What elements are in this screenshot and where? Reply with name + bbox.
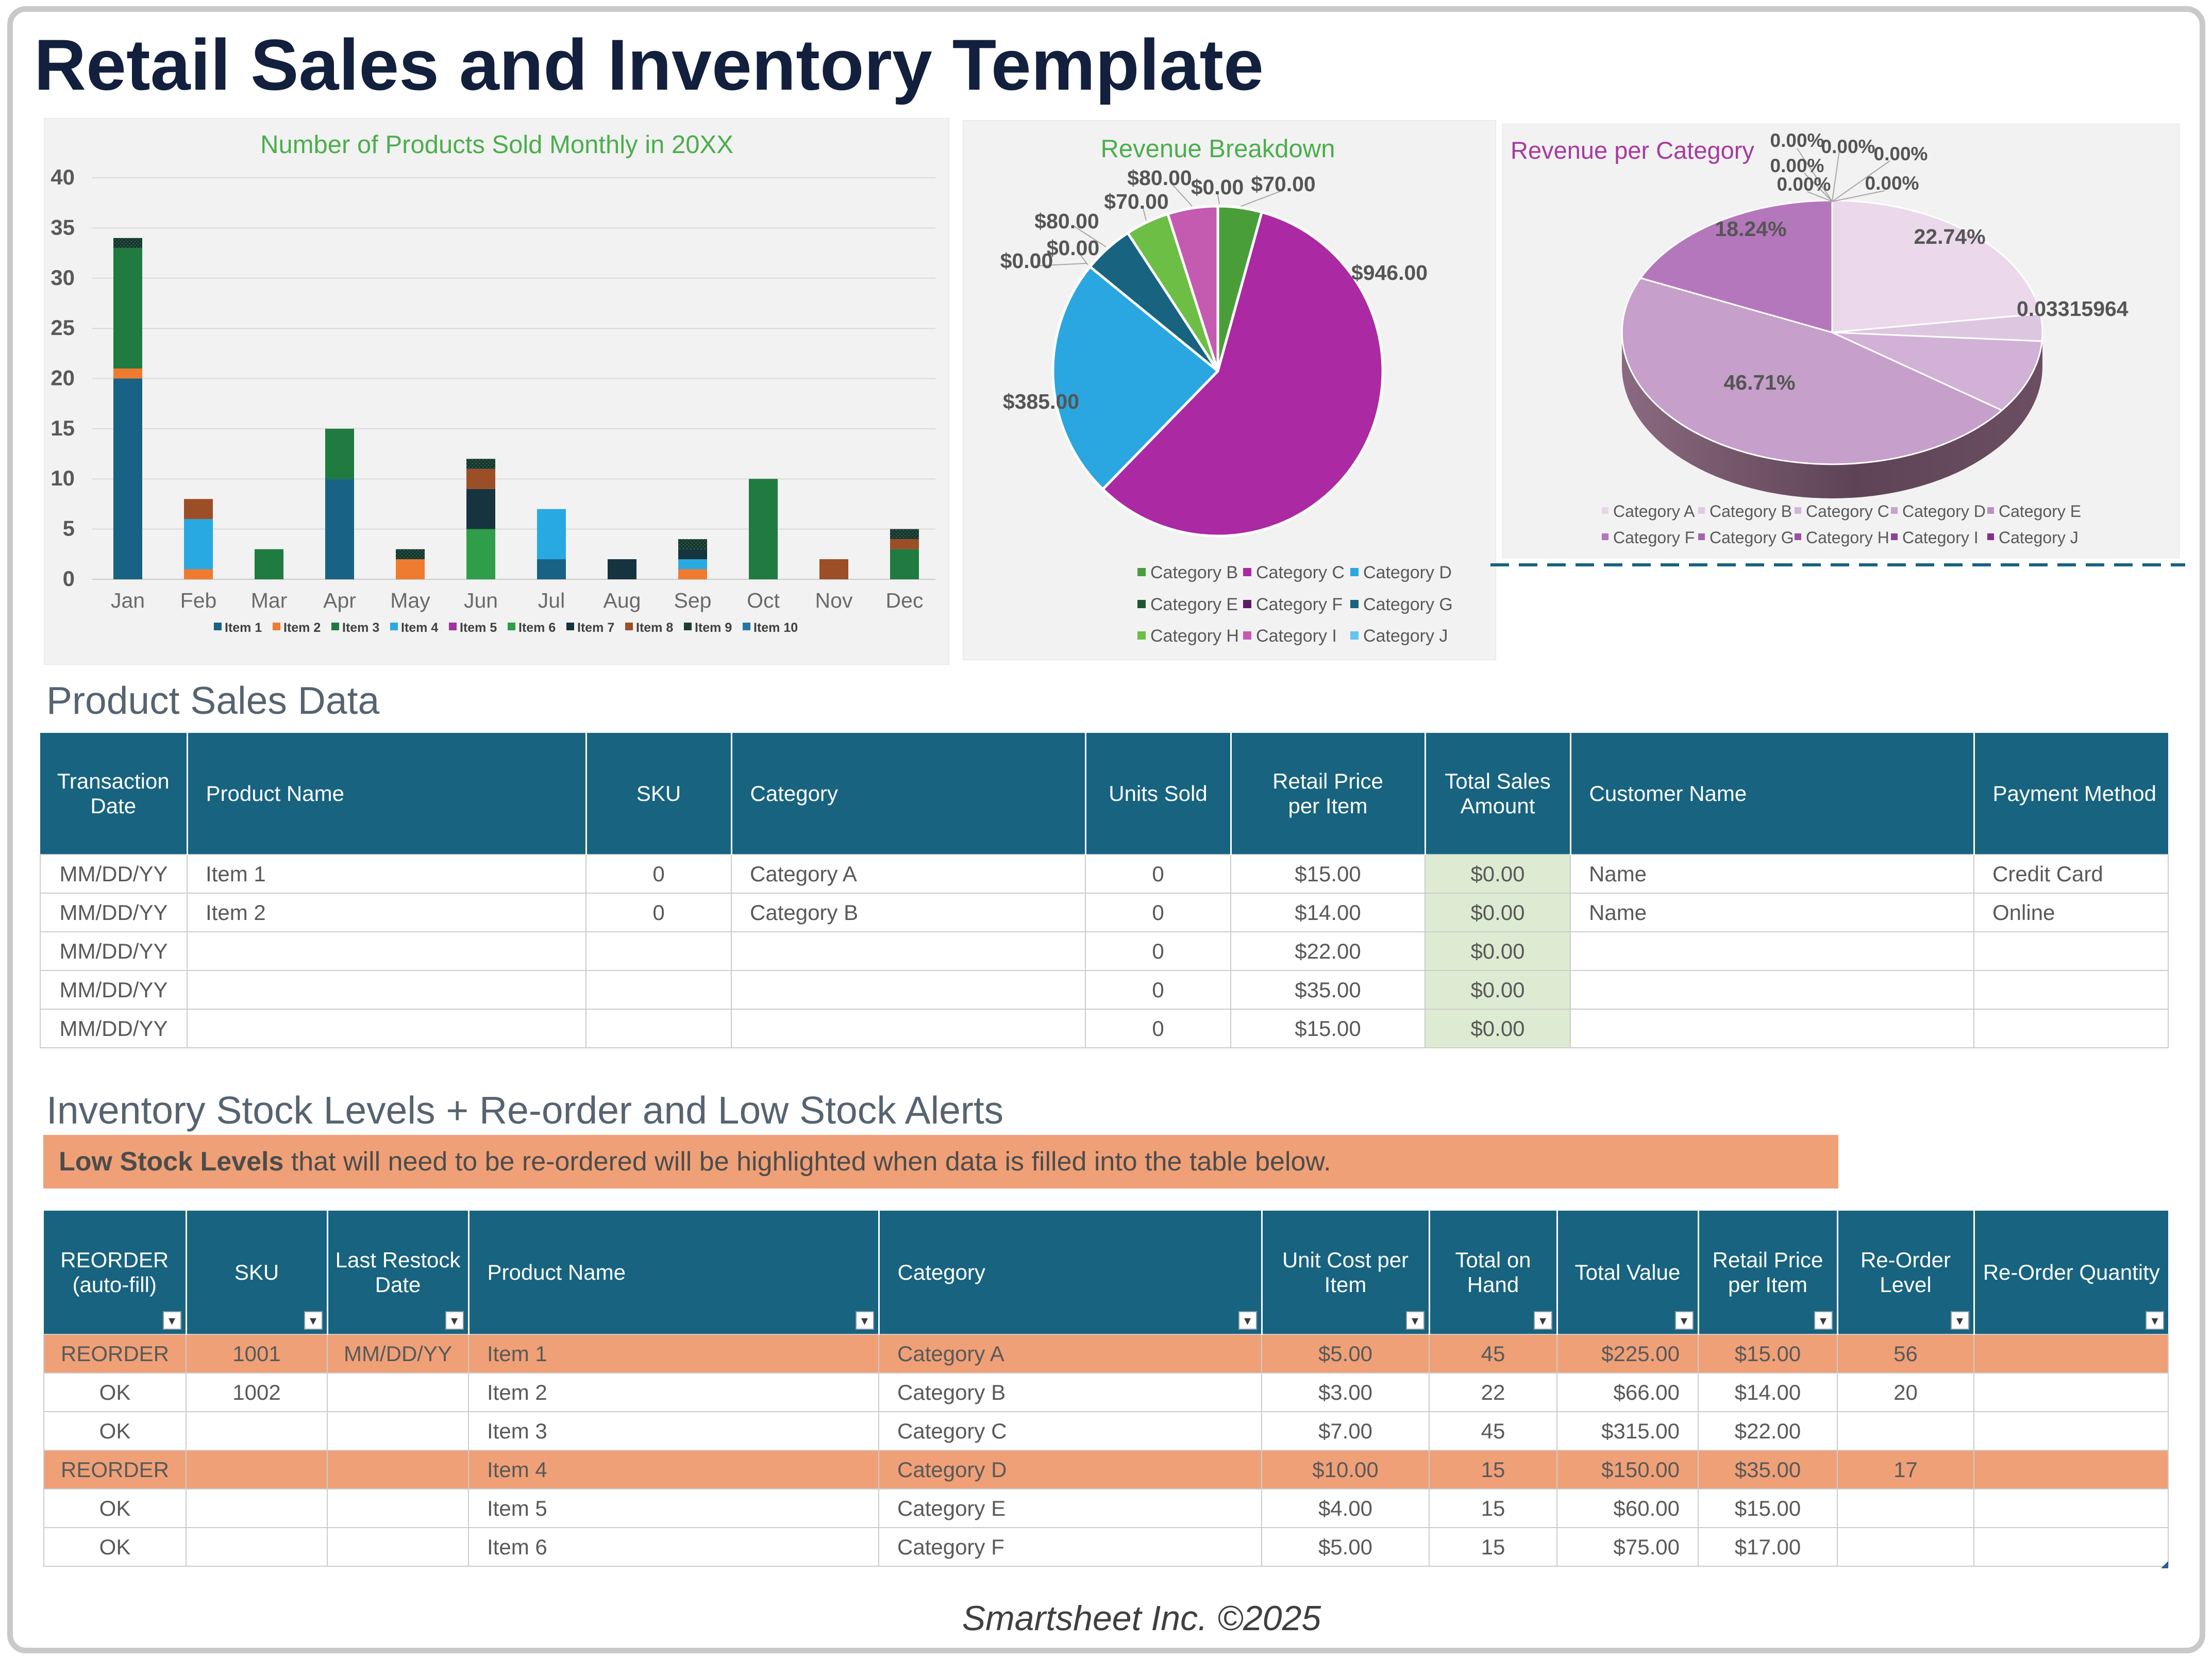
svg-text:25: 25 bbox=[51, 315, 75, 340]
svg-text:0.00%: 0.00% bbox=[1770, 130, 1824, 151]
svg-text:Category E: Category E bbox=[1999, 502, 2081, 521]
svg-text:Category F: Category F bbox=[1613, 528, 1695, 547]
svg-text:Category G: Category G bbox=[1363, 595, 1453, 614]
svg-text:15: 15 bbox=[51, 416, 75, 440]
svg-text:$0.00: $0.00 bbox=[1191, 175, 1244, 199]
svg-text:5: 5 bbox=[63, 516, 75, 541]
svg-text:$80.00: $80.00 bbox=[1034, 209, 1099, 233]
svg-text:Item 9: Item 9 bbox=[695, 621, 732, 635]
svg-text:0.00%: 0.00% bbox=[1777, 174, 1831, 195]
svg-text:0.00%: 0.00% bbox=[1865, 173, 1919, 194]
svg-text:30: 30 bbox=[51, 265, 75, 290]
svg-text:Category J: Category J bbox=[1363, 626, 1448, 646]
svg-text:Dec: Dec bbox=[886, 589, 924, 612]
svg-text:Category H: Category H bbox=[1806, 528, 1889, 547]
svg-text:Item 10: Item 10 bbox=[753, 621, 798, 635]
svg-text:Revenue per Category: Revenue per Category bbox=[1511, 137, 1754, 164]
svg-text:$70.00: $70.00 bbox=[1104, 190, 1168, 213]
svg-text:35: 35 bbox=[51, 215, 75, 239]
svg-text:$385.00: $385.00 bbox=[1003, 390, 1079, 413]
svg-text:18.24%: 18.24% bbox=[1715, 217, 1786, 241]
svg-text:Jan: Jan bbox=[111, 589, 145, 612]
svg-text:0.00%: 0.00% bbox=[1874, 143, 1928, 164]
svg-text:Mar: Mar bbox=[251, 589, 288, 612]
svg-text:Category I: Category I bbox=[1902, 528, 1979, 547]
svg-text:Revenue Breakdown: Revenue Breakdown bbox=[1101, 135, 1335, 163]
svg-text:46.71%: 46.71% bbox=[1723, 371, 1795, 394]
svg-text:Item 7: Item 7 bbox=[577, 621, 614, 635]
svg-text:Item 8: Item 8 bbox=[636, 621, 673, 635]
svg-text:$0.00: $0.00 bbox=[1000, 249, 1053, 273]
svg-text:Item 1: Item 1 bbox=[225, 621, 262, 635]
svg-text:0.00%: 0.00% bbox=[1770, 155, 1824, 176]
svg-text:May: May bbox=[390, 589, 430, 612]
svg-text:Category E: Category E bbox=[1150, 595, 1238, 614]
svg-text:$80.00: $80.00 bbox=[1127, 166, 1192, 190]
svg-text:Item 2: Item 2 bbox=[283, 621, 321, 635]
svg-text:Aug: Aug bbox=[604, 589, 641, 612]
svg-text:Jun: Jun bbox=[464, 589, 498, 612]
svg-text:10: 10 bbox=[51, 466, 75, 490]
svg-text:Category B: Category B bbox=[1150, 563, 1238, 582]
svg-text:Category D: Category D bbox=[1902, 502, 1986, 521]
svg-text:Category F: Category F bbox=[1256, 595, 1343, 614]
svg-text:Category I: Category I bbox=[1256, 626, 1337, 646]
svg-text:40: 40 bbox=[51, 165, 75, 189]
svg-text:Feb: Feb bbox=[180, 589, 217, 612]
svg-text:Category D: Category D bbox=[1363, 563, 1452, 582]
svg-text:Category G: Category G bbox=[1710, 528, 1794, 547]
svg-text:Oct: Oct bbox=[747, 589, 780, 612]
svg-text:0: 0 bbox=[63, 566, 75, 591]
svg-text:Category C: Category C bbox=[1806, 502, 1889, 521]
svg-text:Apr: Apr bbox=[323, 589, 356, 612]
svg-text:0.00%: 0.00% bbox=[1821, 136, 1875, 157]
svg-text:Category A: Category A bbox=[1613, 502, 1695, 521]
svg-text:Item 6: Item 6 bbox=[518, 621, 556, 635]
svg-text:Category C: Category C bbox=[1256, 563, 1345, 582]
svg-text:Nov: Nov bbox=[815, 589, 853, 612]
svg-text:$946.00: $946.00 bbox=[1351, 261, 1428, 284]
svg-text:Item 5: Item 5 bbox=[460, 621, 497, 635]
svg-text:Item 3: Item 3 bbox=[342, 621, 379, 635]
svg-text:$0.00: $0.00 bbox=[1047, 236, 1100, 260]
svg-text:20: 20 bbox=[51, 366, 75, 390]
svg-text:Category H: Category H bbox=[1150, 626, 1239, 646]
svg-text:Sep: Sep bbox=[674, 589, 712, 612]
svg-text:$70.00: $70.00 bbox=[1251, 172, 1315, 196]
svg-text:Jul: Jul bbox=[538, 589, 565, 612]
svg-text:0.03315964: 0.03315964 bbox=[2017, 297, 2129, 321]
svg-text:Number of Products Sold Monthl: Number of Products Sold Monthly in 20XX bbox=[260, 131, 733, 159]
svg-text:Category B: Category B bbox=[1710, 502, 1792, 521]
svg-text:Category J: Category J bbox=[1999, 528, 2079, 547]
svg-text:22.74%: 22.74% bbox=[1914, 225, 1985, 248]
svg-text:Item 4: Item 4 bbox=[401, 621, 438, 635]
